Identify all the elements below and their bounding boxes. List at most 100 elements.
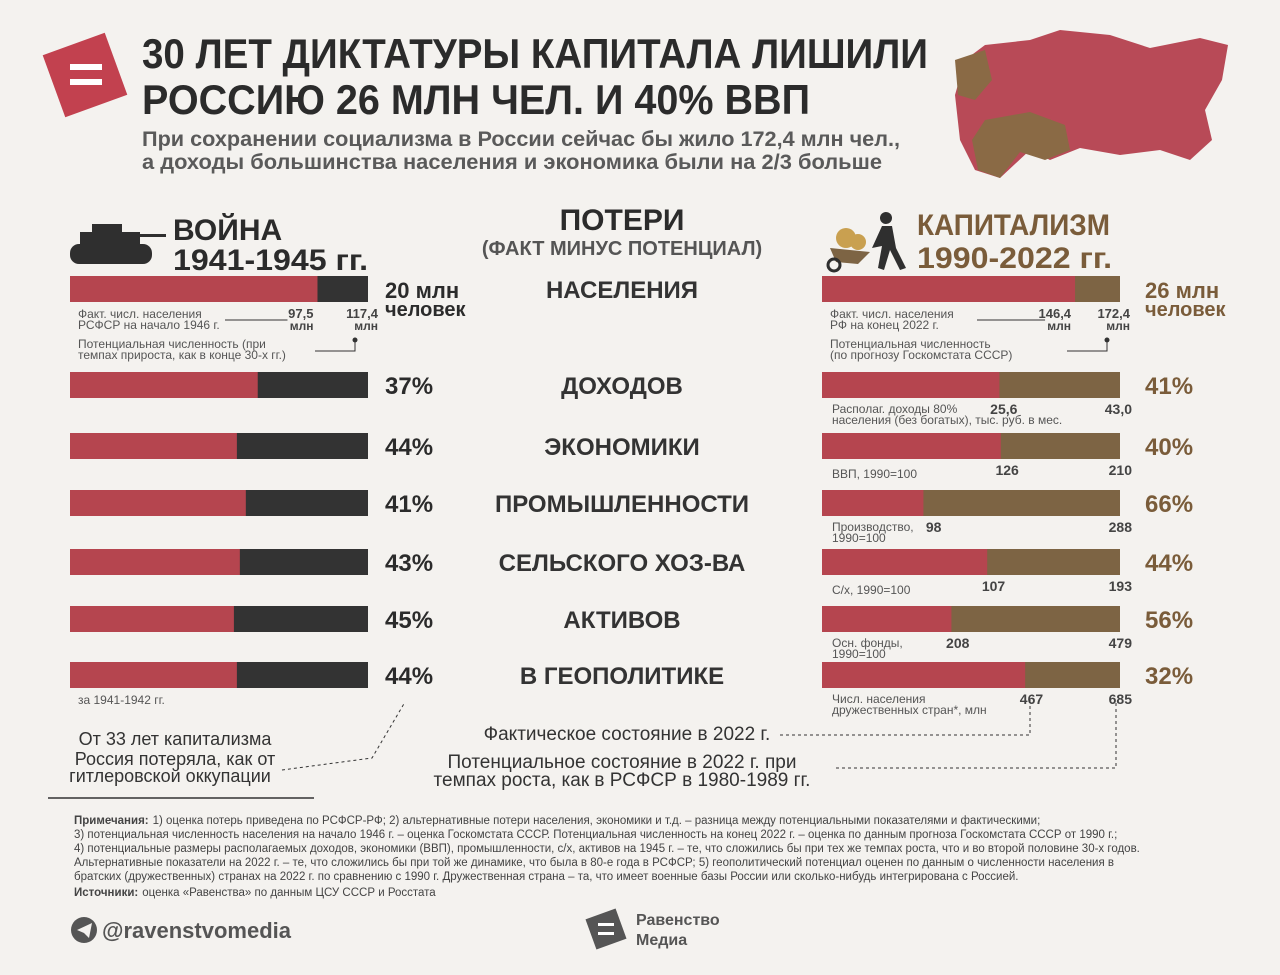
- loss-label: 44%: [1145, 550, 1193, 577]
- wheelbarrow-icon: [826, 212, 906, 273]
- value-label: 97,5: [288, 306, 313, 321]
- note: РСФСР на начало 1946 г.: [78, 318, 220, 332]
- note: ВВП, 1990=100: [832, 467, 917, 481]
- subtitle: При сохранении социализма в России сейча…: [142, 128, 900, 151]
- value-label: 25,6: [990, 401, 1017, 417]
- note: Производство,: [832, 520, 914, 534]
- section-subtitle: (ФАКТ МИНУС ПОТЕНЦИАЛ): [482, 238, 762, 260]
- note: Факт. числ. населения: [830, 307, 954, 321]
- value-label: 288: [1109, 519, 1133, 535]
- telegram-icon: [77, 923, 92, 938]
- note: 1990=100: [832, 647, 886, 661]
- title: РОССИЮ 26 МЛН ЧЕЛ. И 40% ВВП: [142, 76, 810, 123]
- value-label: 467: [1020, 691, 1044, 707]
- loss-label: 44%: [385, 434, 433, 461]
- category-label: АКТИВОВ: [563, 607, 680, 634]
- notes-line: Примечания: 1) оценка потерь приведена по…: [74, 815, 1040, 827]
- bar-actual: [70, 276, 318, 302]
- loss-label: 40%: [1145, 434, 1193, 461]
- note: Осн. фонды,: [832, 636, 903, 650]
- result-label: 26 млн: [1145, 278, 1219, 303]
- bar-loss: [236, 433, 368, 459]
- notes-line: братских (дружественных) странах на 2022…: [74, 871, 1018, 883]
- category-label: В ГЕОПОЛИТИКЕ: [520, 663, 724, 690]
- unit-label: млн: [1047, 319, 1071, 333]
- leader: [1067, 340, 1108, 352]
- connector: [281, 701, 406, 771]
- category-label: ДОХОДОВ: [561, 373, 683, 400]
- result-label: человек: [385, 299, 467, 321]
- bar-loss: [239, 549, 368, 575]
- leader: [315, 340, 356, 352]
- notes-line: Альтернативные показатели на 2022 г. – т…: [74, 857, 1114, 869]
- value-label: 479: [1109, 635, 1133, 651]
- note: Располаг. доходы 80%: [832, 402, 958, 416]
- loss-label: 41%: [385, 491, 433, 518]
- handle: @ravenstvomedia: [102, 918, 292, 943]
- logo: [42, 32, 128, 118]
- brand: Медиа: [636, 932, 687, 949]
- comparison-note: Россия потеряла, как от: [75, 749, 276, 769]
- notes-line: 4) потенциальные размеры располагаемых д…: [74, 843, 1140, 855]
- note: Потенциальная численность (при: [78, 337, 266, 351]
- loss-label: 43%: [385, 550, 433, 577]
- comparison-note: гитлеровской оккупации: [69, 766, 271, 786]
- bar-actual: [822, 372, 1000, 398]
- brand: Равенство: [636, 912, 720, 929]
- note: С/х, 1990=100: [832, 583, 911, 597]
- loss-label: 56%: [1145, 607, 1193, 634]
- tank-icon: [70, 224, 166, 264]
- bar-actual: [822, 662, 1026, 688]
- section-period: 1990-2022 гг.: [917, 242, 1112, 275]
- connector: [836, 700, 1117, 769]
- sources: Источники: оценка «Равенства» по данным Ц…: [74, 887, 436, 899]
- loss-label: 44%: [385, 663, 433, 690]
- bar-actual: [822, 276, 1076, 302]
- legend-potential: темпах роста, как в РСФСР в 1980-1989 гг…: [434, 770, 811, 791]
- notes-label: Примечания:: [74, 815, 149, 827]
- bar-loss: [245, 490, 368, 516]
- map: [955, 30, 1228, 178]
- bar-actual: [822, 549, 988, 575]
- note: 1990=100: [832, 531, 886, 545]
- loss-label: 41%: [1145, 373, 1193, 400]
- brand-logo: [585, 908, 627, 950]
- value-label: 208: [946, 635, 970, 651]
- loss-label: 66%: [1145, 491, 1193, 518]
- bar-loss: [236, 662, 368, 688]
- notes-line: 3) потенциальная численность населения н…: [74, 829, 1117, 841]
- section-title: ВОЙНА: [173, 213, 282, 247]
- value-label: 43,0: [1105, 401, 1132, 417]
- sources-label: Источники:: [74, 887, 138, 899]
- note: дружественных стран*, млн: [832, 703, 987, 717]
- sources-text: оценка «Равенства» по данным ЦСУ СССР и …: [142, 887, 436, 899]
- bar-actual: [822, 490, 924, 516]
- category-label: НАСЕЛЕНИЯ: [546, 277, 698, 304]
- bar-loss: [233, 606, 368, 632]
- section-period: 1941-1945 гг.: [173, 244, 368, 277]
- comparison-note: От 33 лет капитализма: [79, 729, 273, 749]
- value-label: 126: [995, 462, 1019, 478]
- note: РФ на конец 2022 г.: [830, 318, 939, 332]
- title: 30 ЛЕТ ДИКТАТУРЫ КАПИТАЛА ЛИШИЛИ: [142, 30, 928, 77]
- category-label: ПРОМЫШЛЕННОСТИ: [495, 491, 749, 518]
- loss-label: 45%: [385, 607, 433, 634]
- value-label: 146,4: [1039, 306, 1072, 321]
- section-title: КАПИТАЛИЗМ: [917, 209, 1110, 242]
- value-label: 685: [1109, 691, 1133, 707]
- unit-label: млн: [354, 319, 378, 333]
- unit-label: млн: [1106, 319, 1130, 333]
- loss-label: 37%: [385, 373, 433, 400]
- legend-potential: Потенциальное состояние в 2022 г. при: [448, 752, 797, 773]
- notes: Примечания: 1) оценка потерь приведена по…: [74, 815, 1140, 899]
- bar-loss: [257, 372, 368, 398]
- subtitle: а доходы большинства населения и экономи…: [142, 151, 882, 174]
- leader-dot: [352, 337, 358, 343]
- loss-label: 32%: [1145, 663, 1193, 690]
- note: темпах прироста, как в конце 30-х гг.): [78, 348, 286, 362]
- value-label: 193: [1109, 578, 1133, 594]
- legend-actual: Фактическое состояние в 2022 г.: [484, 724, 771, 745]
- note: Потенциальная численность: [830, 337, 991, 351]
- category-label: СЕЛЬСКОГО ХОЗ-ВА: [499, 550, 746, 577]
